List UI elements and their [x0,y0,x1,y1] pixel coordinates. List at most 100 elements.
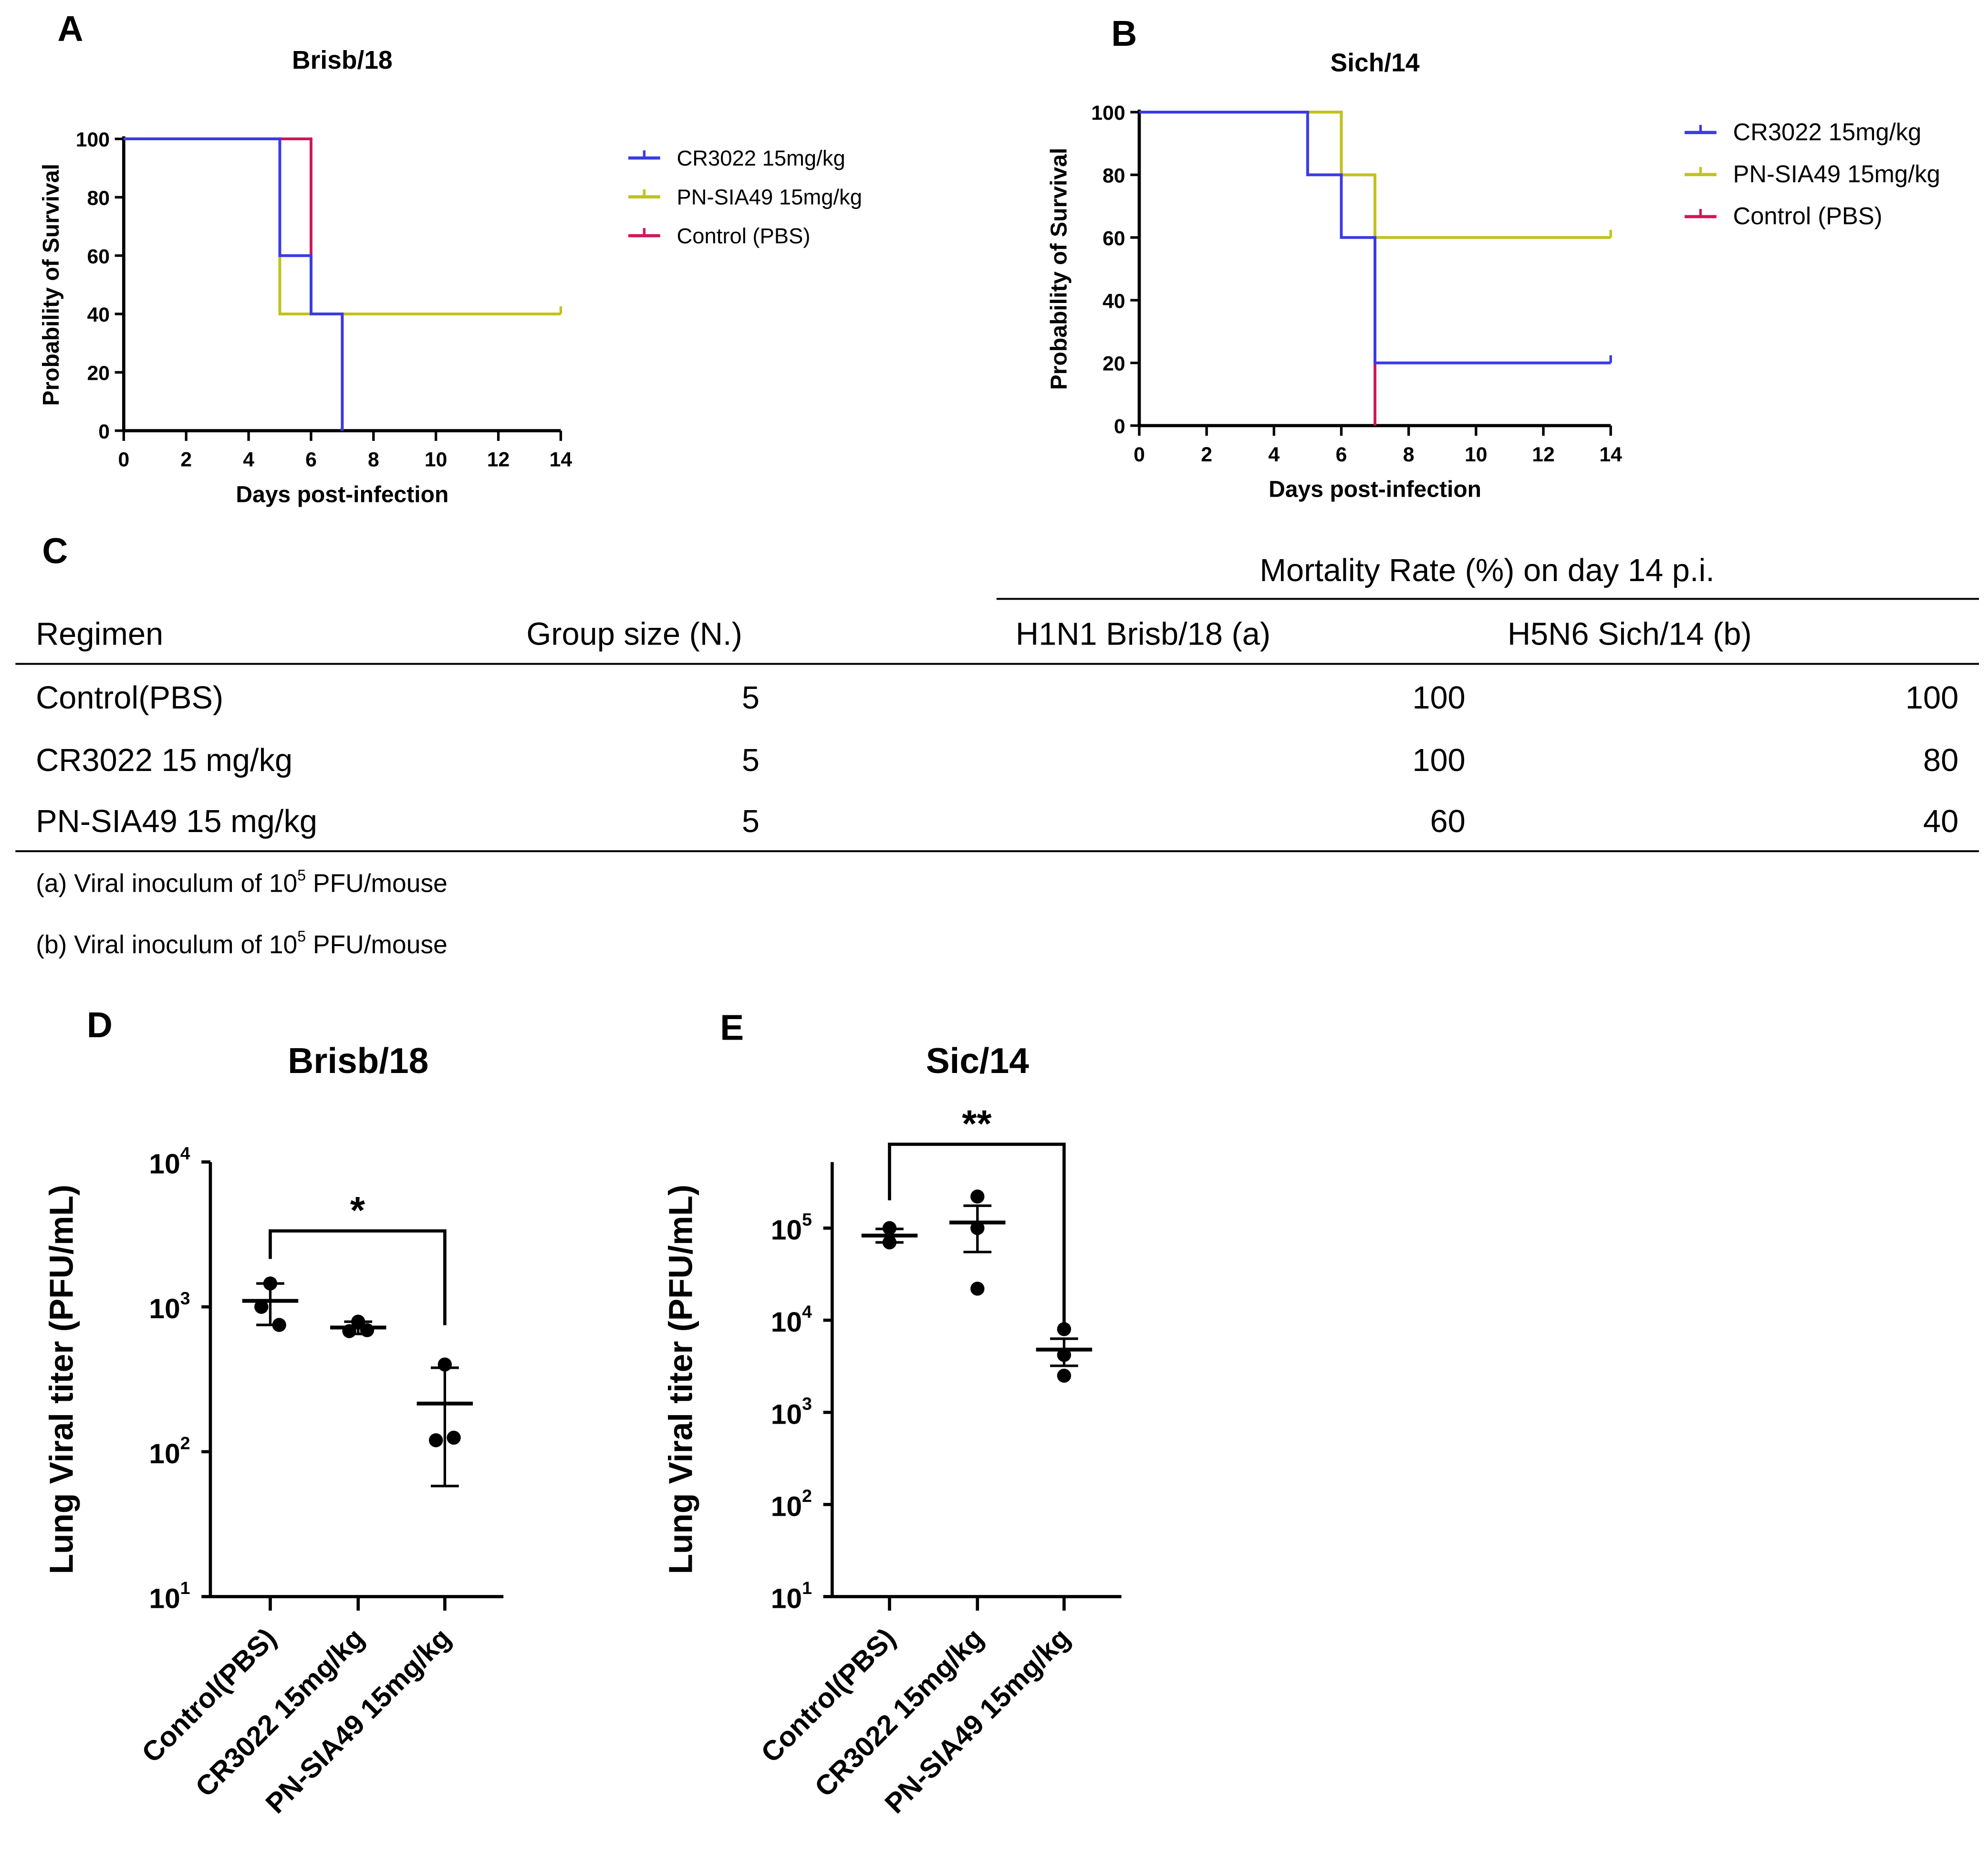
x-tick-label: CR3022 15mg/kg [190,1623,370,1803]
table-row: PN-SIA49 15 mg/kg 5 60 40 [36,804,1958,839]
y-tick-label: 101 [149,1578,190,1614]
data-point [272,1318,286,1332]
x-tick-label: 14 [550,448,572,471]
x-axis-label: Days post-infection [1269,477,1481,502]
cell-h1n1: 100 [1412,680,1465,716]
x-tick-label: 12 [1532,443,1555,466]
footnote-b: (b) Viral inoculum of 105 PFU/mouse [36,928,448,959]
survival-line-pnsia49 [124,137,561,316]
data-point [342,1324,356,1338]
y-tick-label: 40 [87,303,110,326]
x-tick-label: 4 [243,448,254,471]
col-header-regimen: Regimen [36,616,163,652]
y-tick-label: 80 [1103,164,1125,187]
cell-regimen: CR3022 15 mg/kg [36,743,292,778]
x-axis-label: Days post-infection [236,481,448,507]
data-point [882,1221,897,1235]
x-tick-label: 0 [1134,443,1145,466]
viral-titer-chart-brisb18: Brisb/18 101 102 103 104 Lung Viral titer (PF… [43,1041,504,1820]
chart-title: Brisb/18 [292,46,393,74]
survival-line-cr3022 [124,137,344,431]
survival-chart-brisb18: Brisb/18 0 2 4 6 8 10 12 14 0 20 40 60 80 100 Days post… [38,46,862,507]
legend-label: CR3022 15mg/kg [1733,118,1922,146]
y-tick-label: 40 [1103,290,1125,312]
cell-group-size: 5 [742,680,760,716]
group-0 [242,1276,299,1332]
data-point [970,1281,985,1296]
x-tick-label: 6 [305,448,317,471]
x-tick-label: 2 [180,448,192,471]
data-point [263,1276,278,1291]
x-tick-label: 6 [1336,443,1347,466]
table-row: Control(PBS) 5 100 100 [36,680,1958,716]
survival-line-control [124,137,344,431]
data-point [970,1189,985,1204]
y-tick-label: 0 [98,420,110,443]
x-tick-label: 0 [118,448,129,471]
x-tick-label: 12 [487,448,510,471]
group-2 [416,1357,473,1488]
col-header-h1n1: H1N1 Brisb/18 (a) [1016,616,1270,652]
chart-title: Sic/14 [926,1041,1030,1081]
y-tick-label: 104 [149,1143,190,1179]
y-tick-label: 80 [87,187,110,209]
legend-item: CR3022 15mg/kg [628,146,845,170]
data-point [429,1433,443,1448]
legend-item: Control (PBS) [628,224,810,248]
data-point [254,1300,269,1314]
panel-label-b: B [1111,13,1137,53]
survival-line-control [1139,111,1377,426]
y-tick-label: 104 [771,1302,812,1338]
significance-bracket [888,1143,1066,1325]
group-1 [949,1189,1006,1296]
table-row: CR3022 15 mg/kg 5 100 80 [36,743,1958,778]
legend-label: Control (PBS) [677,224,810,248]
group-2 [1036,1322,1093,1383]
x-tick-label: 8 [1403,443,1415,466]
y-tick-label: 20 [1103,353,1125,375]
x-tick-label: 10 [1465,443,1488,466]
legend-item: PN-SIA49 15mg/kg [628,185,862,209]
survival-line-cr3022 [1139,111,1611,365]
footnote-a: (a) Viral inoculum of 105 PFU/mouse [36,867,448,898]
significance-bracket [269,1229,447,1325]
y-axis-label: Lung Viral titer (PFU/mL) [43,1185,80,1574]
cell-group-size: 5 [742,743,760,778]
x-tick-label: 14 [1599,443,1622,466]
y-tick-label: 60 [87,245,110,268]
cell-h5n6: 100 [1905,680,1958,716]
panel-label-a: A [57,8,83,48]
table-group-header: Mortality Rate (%) on day 14 p.i. [1259,553,1714,588]
y-tick-label: 100 [76,128,110,151]
legend-item: CR3022 15mg/kg [1685,118,1921,146]
data-point [1057,1322,1072,1336]
y-tick-label: 102 [149,1433,190,1469]
group-0 [861,1221,918,1250]
x-tick-label: 4 [1268,443,1280,466]
y-tick-label: 103 [149,1288,190,1324]
cell-h1n1: 100 [1412,743,1465,778]
legend-label: PN-SIA49 15mg/kg [677,185,862,209]
cell-group-size: 5 [742,804,760,839]
cell-h1n1: 60 [1430,804,1465,839]
data-point [970,1221,985,1235]
legend-label: CR3022 15mg/kg [677,146,845,170]
viral-titer-chart-sic14: Sic/14 101 102 103 104 105 Lung Viral titer (P… [662,1041,1122,1820]
data-point [360,1323,375,1337]
x-tick-label: 8 [368,448,379,471]
legend-item: PN-SIA49 15mg/kg [1685,160,1940,187]
survival-line-pnsia49 [1139,111,1611,239]
panel-label-e: E [720,1007,744,1047]
y-tick-label: 103 [771,1394,812,1430]
y-axis-label: Probability of Survival [1046,148,1072,390]
data-point [882,1235,897,1250]
panel-label-c: C [42,531,68,571]
y-tick-label: 100 [1091,102,1125,125]
y-tick-label: 60 [1103,227,1125,250]
survival-chart-sich14: Sich/14 0 2 4 6 8 10 12 14 0 20 40 60 80 100 Days post-… [1046,49,1940,502]
cell-regimen: Control(PBS) [36,680,223,716]
legend-item: Control (PBS) [1685,202,1883,229]
chart-title: Brisb/18 [288,1041,428,1081]
cell-regimen: PN-SIA49 15 mg/kg [36,804,317,839]
